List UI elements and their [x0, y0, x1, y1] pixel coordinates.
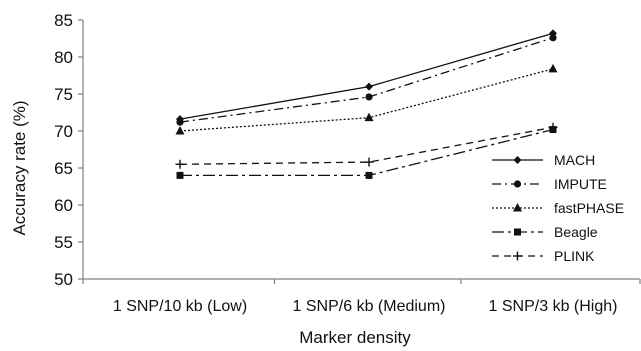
data-point-fastphase	[548, 63, 558, 73]
series-fastphase	[175, 63, 558, 135]
x-axis-ticks: 1 SNP/10 kb (Low) 1 SNP/6 kb (Medium) 1 SN…	[82, 279, 641, 315]
legend: MACH IMPUTE fastPHASE Beagle PLINK	[492, 152, 624, 264]
y-tick-label: 70	[54, 122, 73, 141]
y-tick-label: 50	[54, 270, 73, 289]
y-tick-label: 55	[54, 233, 73, 252]
legend-label: MACH	[554, 152, 595, 168]
data-point-impute	[176, 118, 184, 126]
data-point-plink	[548, 122, 558, 132]
x-axis-label: Marker density	[299, 328, 411, 347]
y-axis-label: Accuracy rate (%)	[10, 100, 29, 235]
data-point-impute	[549, 34, 557, 42]
legend-item-fastphase: fastPHASE	[492, 200, 624, 216]
series-lines	[175, 29, 558, 179]
y-tick-label: 80	[54, 48, 73, 67]
data-point-beagle	[365, 171, 373, 179]
series-plink	[175, 122, 558, 169]
y-tick-label: 60	[54, 196, 73, 215]
data-point-impute	[365, 93, 373, 101]
series-beagle	[176, 126, 557, 179]
axes	[82, 20, 640, 280]
data-point-mach	[365, 82, 373, 91]
y-tick-label: 85	[54, 11, 73, 30]
legend-marker	[514, 228, 521, 236]
series-line-plink	[179, 126, 554, 165]
y-axis-ticks: 50 55 60 65 70 75 80 85	[54, 11, 83, 289]
series-impute	[176, 34, 557, 126]
y-tick-label: 65	[54, 159, 73, 178]
legend-item-mach: MACH	[492, 152, 595, 168]
x-tick-label: 1 SNP/6 kb (Medium)	[293, 298, 446, 315]
legend-item-beagle: Beagle	[492, 224, 598, 240]
legend-label: IMPUTE	[554, 176, 607, 192]
series-mach	[176, 29, 557, 124]
series-line-beagle	[180, 128, 554, 177]
legend-marker	[513, 203, 522, 212]
x-tick-label: 1 SNP/3 kb (High)	[489, 298, 618, 315]
legend-label: Beagle	[554, 224, 598, 240]
legend-item-impute: IMPUTE	[492, 176, 607, 192]
series-line-fastphase	[179, 68, 554, 132]
legend-label: PLINK	[554, 248, 595, 264]
y-tick-label: 75	[54, 85, 73, 104]
legend-label: fastPHASE	[554, 200, 624, 216]
legend-item-plink: PLINK	[492, 248, 595, 264]
data-point-plink	[364, 157, 374, 167]
legend-marker	[513, 180, 522, 188]
series-line-mach	[179, 32, 554, 120]
data-point-plink	[175, 159, 185, 169]
legend-marker	[513, 251, 522, 261]
legend-marker	[513, 156, 522, 164]
data-point-fastphase	[175, 126, 185, 135]
data-point-beagle	[176, 171, 184, 179]
x-tick-label: 1 SNP/10 kb (Low)	[113, 298, 247, 315]
data-point-fastphase	[364, 112, 374, 122]
